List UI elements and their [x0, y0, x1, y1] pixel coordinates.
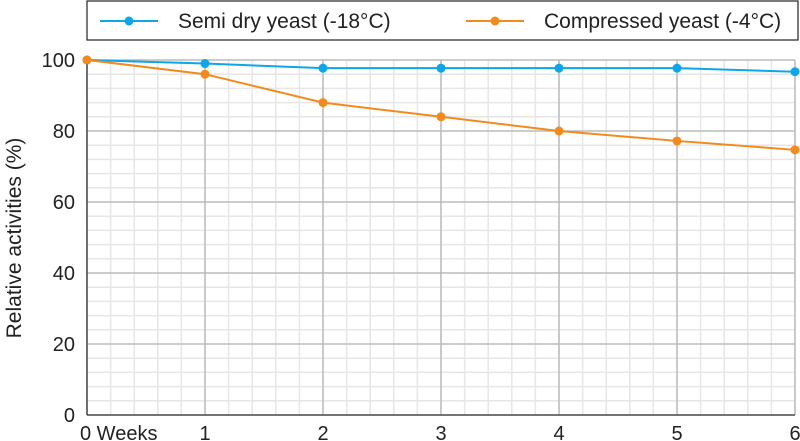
- data-point: [436, 63, 446, 73]
- y-tick-label: 60: [53, 192, 75, 214]
- axes: 0 20 40 60 80 100 0 Weeks 1 2 3 4 5 6: [42, 50, 800, 441]
- data-point: [554, 126, 564, 136]
- data-point: [790, 67, 800, 77]
- x-tick-label: 2: [317, 423, 328, 441]
- data-point: [672, 136, 682, 146]
- legend-marker: [124, 16, 134, 26]
- legend-marker: [490, 16, 500, 26]
- data-point: [200, 59, 210, 69]
- legend-box: [86, 0, 799, 41]
- data-point: [200, 69, 210, 79]
- y-tick-label: 80: [53, 121, 75, 143]
- y-axis-label: Relative activities (%): [3, 138, 26, 339]
- legend: Semi dry yeast (-18°C) Compressed yeast (…: [86, 0, 799, 41]
- legend-label: Semi dry yeast (-18°C): [178, 10, 391, 33]
- x-tick-label: 4: [553, 423, 564, 441]
- data-point: [436, 112, 446, 122]
- data-point: [672, 63, 682, 73]
- x-tick-label: 1: [199, 423, 210, 441]
- series-group: [82, 55, 800, 155]
- x-tick-label: 5: [671, 423, 682, 441]
- y-tick-label: 20: [53, 334, 75, 356]
- x-tick-label: 6: [789, 423, 800, 441]
- x-tick-label: 0 Weeks: [80, 423, 157, 441]
- y-tick-label: 40: [53, 263, 75, 285]
- y-tick-label: 100: [42, 50, 75, 72]
- data-point: [554, 63, 564, 73]
- x-tick-label: 3: [435, 423, 446, 441]
- data-point: [82, 55, 92, 65]
- data-point: [318, 63, 328, 73]
- data-point: [790, 145, 800, 155]
- data-point: [318, 98, 328, 108]
- y-tick-label: 0: [64, 405, 75, 427]
- legend-label: Compressed yeast (-4°C): [544, 10, 781, 33]
